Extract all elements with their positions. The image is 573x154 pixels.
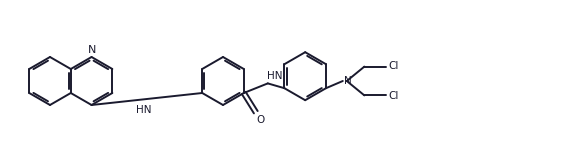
Text: HN: HN <box>267 71 282 81</box>
Text: N: N <box>87 45 96 55</box>
Text: N: N <box>344 76 351 86</box>
Text: Cl: Cl <box>388 91 398 101</box>
Text: HN: HN <box>136 105 152 115</box>
Text: Cl: Cl <box>388 61 398 71</box>
Text: O: O <box>257 115 265 125</box>
